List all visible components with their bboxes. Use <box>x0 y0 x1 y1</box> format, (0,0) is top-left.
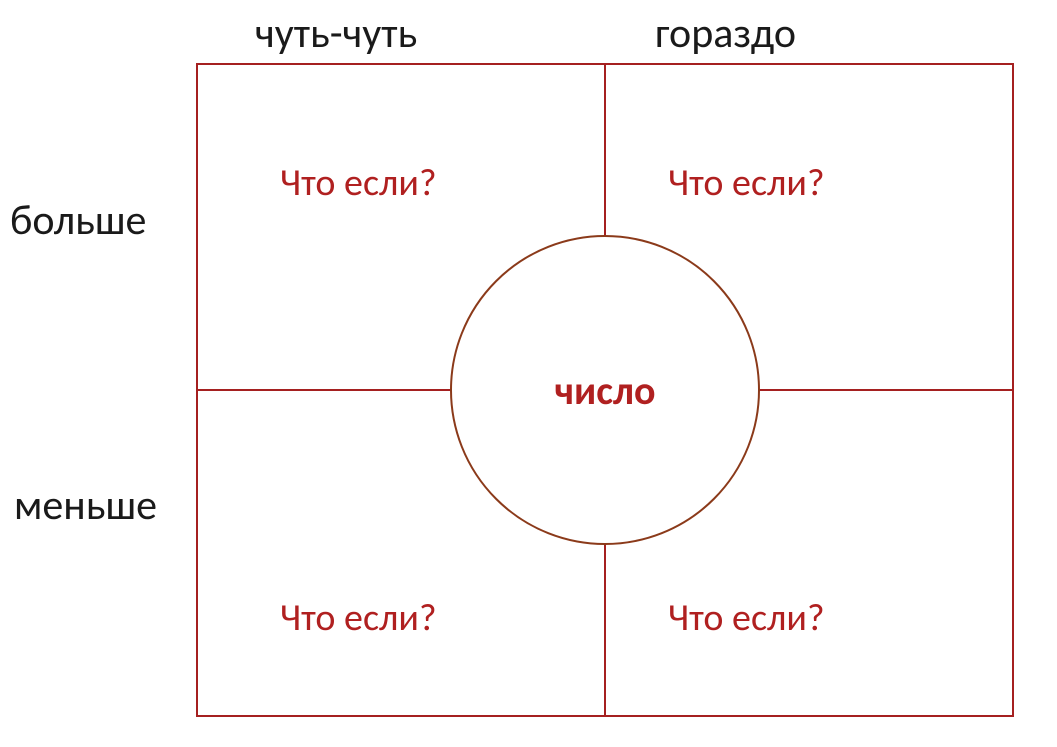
diagram-container: чуть-чуть гораздо больше меньше число Чт… <box>0 0 1057 747</box>
quadrant-bottom-right: Что если? <box>668 595 825 641</box>
center-label: число <box>554 366 655 415</box>
row-header-2: меньше <box>14 480 157 531</box>
quadrant-top-left: Что если? <box>280 160 437 206</box>
row-header-1: больше <box>10 195 146 246</box>
quadrant-bottom-left: Что если? <box>280 595 437 641</box>
column-header-1: чуть-чуть <box>255 8 417 59</box>
center-circle: число <box>450 235 760 545</box>
quadrant-top-right: Что если? <box>668 160 825 206</box>
column-header-2: гораздо <box>655 8 796 59</box>
